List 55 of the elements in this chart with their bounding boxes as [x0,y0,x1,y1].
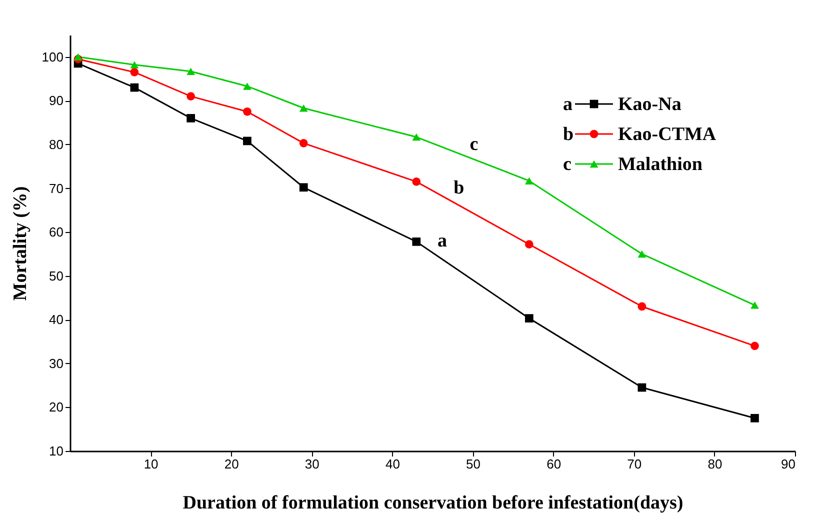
point [638,250,646,258]
y-tick-label: 10 [49,444,64,458]
point [186,114,196,122]
point [130,83,139,92]
point [524,177,534,184]
y-tick-label: 70 [49,180,64,196]
x-tick-label: 90 [781,456,796,472]
point [186,92,196,100]
y-tick-label: 100 [42,49,64,64]
point [750,342,759,350]
point [243,136,252,146]
point [186,68,196,75]
point [412,133,421,141]
x-tick-label: 80 [708,456,722,472]
point [638,302,646,311]
point [412,238,421,246]
text: a [563,94,572,115]
annotation: c [470,134,478,155]
point [299,138,308,148]
y-tick-label: 90 [49,93,64,108]
text: b [563,124,574,145]
point [524,314,534,322]
point [74,53,82,61]
point [130,61,139,68]
point [130,68,139,76]
annotation: b [454,178,464,199]
legend-label: Kao-CTMA [618,124,716,145]
y-tick-label: 80 [49,136,64,152]
point [638,383,646,392]
point [750,414,759,422]
x-tick-label: 20 [224,456,239,472]
y-axis-title: Mortality (%) [10,186,31,301]
text: c [563,154,572,175]
x-tick-label: 40 [385,456,400,472]
x-axis-title: Duration of formulation conservation before infestation(days) [182,492,684,514]
legend-label: Malathion [618,154,703,175]
point [299,183,308,192]
x-tick-label: 30 [304,456,320,472]
x-tick-label: 70 [627,456,642,472]
x-tick-label: 50 [466,456,481,472]
y-tick-label: 30 [49,356,64,371]
x-tick-label: 60 [546,456,562,472]
y-tick-label: 50 [49,268,64,284]
y-tick-label: 40 [49,312,64,328]
point [243,82,252,90]
point [243,107,252,116]
point [750,302,759,309]
point [412,178,421,186]
y-tick-label: 60 [49,224,64,240]
annotation: a [438,230,448,252]
y-tick-label: 20 [49,400,64,415]
legend-label: Kao-Na [618,94,682,115]
x-tick-label: 10 [144,456,158,472]
point [299,104,308,112]
point [524,240,534,248]
